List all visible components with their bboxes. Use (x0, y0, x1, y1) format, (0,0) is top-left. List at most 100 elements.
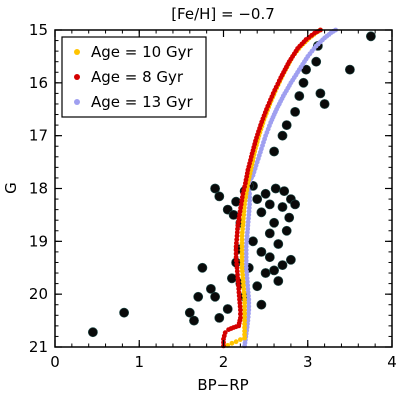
isochrone-dot (234, 265, 240, 271)
isochrone-dot (239, 265, 245, 271)
isochrone-dot (239, 240, 245, 246)
star-point-49 (277, 130, 288, 141)
isochrone-dot (242, 335, 248, 341)
isochrone-dot (222, 330, 228, 336)
legend-label-10gyr: Age = 10 Gyr (91, 43, 193, 61)
star-point-7 (210, 291, 220, 302)
x-tick-label: 3 (303, 353, 313, 371)
star-point-5 (197, 262, 208, 273)
isochrone-dot (244, 275, 250, 281)
isochrone-dot (241, 187, 247, 193)
star-point-9 (222, 304, 233, 314)
star-point-42 (270, 183, 281, 194)
isochrone-dot (233, 339, 239, 345)
isochrone-dot (240, 272, 246, 278)
isochrone-dot (234, 261, 240, 267)
star-point-53 (298, 77, 309, 88)
isochrone-dot (246, 216, 251, 221)
isochrone-dot (244, 240, 249, 246)
isochrone-dot (238, 315, 243, 321)
star-point-59 (344, 64, 355, 75)
star-point-22 (277, 260, 288, 270)
isochrone-dot (244, 268, 249, 274)
isochrone-dot (237, 304, 243, 309)
star-point-56 (315, 88, 326, 99)
legend-marker-8gyr (74, 74, 80, 80)
isochrone-dot (242, 321, 248, 327)
star-point-19 (264, 252, 275, 263)
x-tick-label: 4 (387, 353, 397, 371)
y-tick-label: 21 (29, 338, 48, 356)
isochrone-dot (240, 275, 246, 281)
y-tick-label: 18 (29, 180, 48, 198)
star-point-55 (311, 56, 322, 67)
isochrone-dot (242, 304, 248, 309)
isochrone-dot (235, 226, 240, 232)
isochrone-dot (239, 261, 245, 267)
isochrone-dot (243, 258, 249, 264)
isochrone-layer (221, 27, 338, 349)
isochrone-dot (246, 311, 251, 316)
isochrone-dot (239, 258, 245, 264)
star-point-40 (264, 199, 275, 210)
isochrone-dot (235, 279, 241, 285)
y-tick-label: 16 (29, 74, 48, 92)
isochrone-dot (239, 230, 245, 235)
isochrone-dot (243, 265, 249, 271)
isochrone-dot (241, 286, 247, 292)
y-tick-label: 17 (29, 127, 48, 145)
star-point-30 (214, 191, 225, 202)
isochrone-dot (245, 226, 251, 232)
star-point-28 (285, 254, 296, 265)
isochrone-dot (234, 230, 240, 235)
legend: Age = 10 Gyr Age = 8 Gyr Age = 13 Gyr (61, 36, 207, 118)
isochrone-dot (241, 212, 247, 218)
star-point-50 (281, 120, 292, 130)
isochrone-dot (236, 219, 241, 225)
star-point-8 (214, 312, 225, 323)
isochrone-dot (244, 237, 250, 243)
isochrone-dot (242, 328, 248, 334)
isochrone-dot (246, 209, 252, 214)
isochrone-dot (242, 332, 248, 337)
legend-marker-10gyr (74, 49, 80, 55)
star-point-26 (273, 239, 284, 249)
isochrone-dot (246, 297, 252, 302)
isochrone-dot (243, 247, 249, 253)
isochrone-dot (246, 300, 252, 306)
isochrone-dot (243, 251, 249, 257)
isochrone-dot (245, 314, 251, 320)
star-point-16 (252, 281, 263, 292)
isochrone-dot (247, 202, 253, 207)
isochrone-dot (234, 233, 240, 239)
star-point-6 (205, 283, 216, 294)
isochrone-dot (239, 251, 245, 257)
isochrone-dot (233, 244, 239, 250)
isochrone-dot (242, 202, 248, 207)
star-point-43 (277, 202, 288, 212)
isochrone-dot (238, 202, 244, 207)
isochrone-dot (243, 261, 249, 267)
isochrone-dot (247, 194, 253, 200)
legend-label-13gyr: Age = 13 Gyr (91, 93, 193, 111)
star-point-4 (193, 291, 204, 302)
isochrone-dot (236, 283, 241, 288)
isochrone-dot (242, 307, 248, 313)
isochrone-dot (245, 286, 251, 292)
isochrone-8gyr (221, 27, 323, 349)
isochrone-dot (237, 209, 243, 214)
x-axis-title: BP−RP (197, 376, 248, 394)
isochrone-dot (243, 194, 249, 200)
isochrone-dot (246, 205, 252, 211)
star-point-3 (189, 315, 199, 326)
isochrone-dot (240, 223, 246, 228)
star-point-25 (264, 228, 275, 239)
legend-label-8gyr: Age = 8 Gyr (91, 68, 184, 86)
isochrone-dot (246, 307, 252, 313)
isochrone-dot (239, 198, 245, 204)
star-point-38 (256, 207, 267, 218)
isochrone-dot (234, 258, 239, 264)
isochrone-dot (243, 254, 249, 260)
isochrone-dot (245, 223, 251, 228)
star-point-17 (256, 299, 267, 310)
